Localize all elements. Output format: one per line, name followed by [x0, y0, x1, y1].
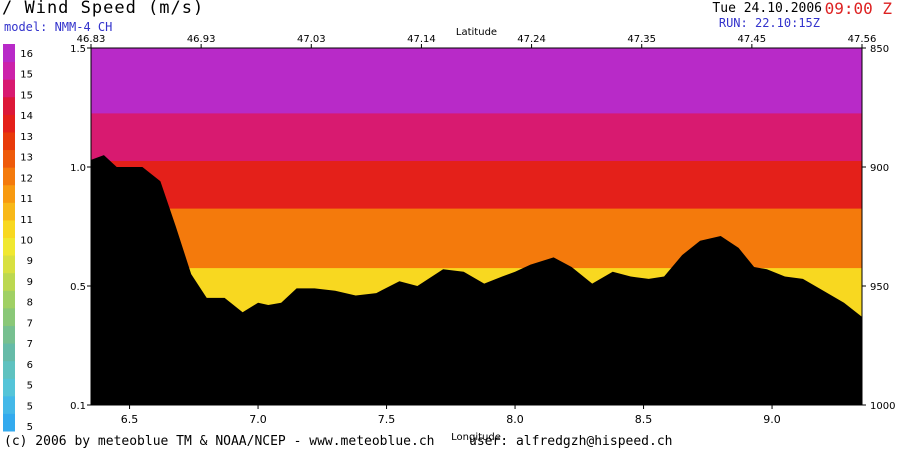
legend-label: 8	[27, 298, 33, 309]
run-label: RUN: 22.10:15Z	[718, 16, 820, 30]
legend-swatch	[3, 255, 15, 274]
copyright-text: (c) 2006 by meteoblue TM & NOAA/NCEP - w…	[4, 434, 435, 449]
lat-tick-label: 47.56	[848, 34, 877, 45]
legend-label: 5	[27, 401, 33, 412]
legend-swatch	[3, 202, 15, 221]
color-legend: 5 5 5 6 7 7 8 9 9 10 11 11 12 13 13 14 15 15 16	[3, 44, 33, 433]
lat-tick-label: 47.03	[297, 34, 326, 45]
lat-axis-label: Latitude	[456, 27, 497, 38]
height-tick-label: 1.5	[70, 44, 86, 55]
lon-tick-label: 8.0	[506, 413, 524, 426]
date-label: Tue 24.10.2006	[712, 1, 822, 16]
legend-label: 6	[27, 360, 33, 371]
legend-swatch	[3, 378, 15, 397]
legend-label: 15	[20, 90, 33, 101]
legend-label: 12	[20, 173, 33, 184]
legend-swatch	[3, 307, 15, 326]
lat-tick-label: 47.35	[627, 34, 656, 45]
wind-field	[91, 48, 862, 405]
legend-label: 9	[27, 277, 33, 288]
axes: 46.83 46.93 47.03 47.14 47.24 47.35 47.45 47.56…	[70, 27, 895, 443]
legend-swatch	[3, 290, 15, 309]
lat-tick-label: 47.14	[407, 34, 436, 45]
legend-label: 11	[20, 194, 33, 205]
user-text: user: alfredgzh@hispeed.ch	[469, 434, 673, 449]
legend-label: 7	[27, 318, 33, 329]
chart-title: / Wind Speed (m/s)	[2, 0, 205, 18]
lon-tick-label: 6.5	[121, 413, 139, 426]
legend-swatch	[3, 96, 15, 115]
legend-swatch	[3, 219, 15, 238]
pressure-tick-label: 900	[870, 163, 889, 174]
legend-swatch	[3, 343, 15, 362]
lat-tick-label: 47.24	[517, 34, 546, 45]
legend-label: 7	[27, 339, 33, 350]
legend-label: 15	[20, 70, 33, 81]
legend-swatch	[3, 149, 15, 168]
legend-swatch	[3, 395, 15, 414]
height-tick-label: 0.1	[70, 401, 86, 412]
legend-swatch	[3, 272, 15, 291]
legend-swatch	[3, 61, 15, 80]
pressure-tick-label: 850	[870, 44, 889, 55]
lon-axis-label: Longitude	[451, 432, 501, 443]
model-label: model: NMM-4 CH	[4, 20, 113, 34]
lat-tick-label: 46.83	[77, 34, 106, 45]
legend-label: 11	[20, 215, 33, 226]
legend-swatch	[3, 360, 15, 379]
height-tick-label: 0.5	[70, 282, 86, 293]
legend-swatch	[3, 167, 15, 186]
pressure-tick-label: 950	[870, 282, 889, 293]
legend-swatch	[3, 237, 15, 256]
legend-swatch	[3, 184, 15, 203]
wind-band	[91, 48, 862, 55]
lon-tick-label: 7.0	[249, 413, 267, 426]
legend-swatch	[3, 131, 15, 151]
legend-label: 14	[20, 111, 33, 122]
legend-label: 9	[27, 256, 33, 267]
lon-tick-label: 7.5	[378, 413, 396, 426]
legend-label: 5	[27, 381, 33, 392]
legend-swatch	[3, 44, 15, 63]
lon-tick-label: 9.0	[763, 413, 781, 426]
legend-label: 10	[20, 236, 33, 247]
lon-tick-label: 8.5	[635, 413, 653, 426]
pressure-tick-label: 1000	[870, 401, 895, 412]
lat-tick-label: 46.93	[187, 34, 216, 45]
time-label: 09:00 Z	[824, 0, 892, 18]
legend-label: 13	[20, 132, 33, 143]
legend-swatch	[3, 114, 15, 133]
plot-frame	[90, 47, 863, 406]
legend-swatch	[3, 325, 15, 344]
plot-area	[91, 48, 862, 405]
legend-label: 13	[20, 153, 33, 164]
height-tick-label: 1.0	[70, 163, 86, 174]
wind-band	[91, 48, 862, 126]
legend-swatch	[3, 79, 15, 98]
legend-label: 5	[27, 422, 33, 433]
terrain-profile	[91, 155, 862, 405]
lat-tick-label: 47.45	[738, 34, 767, 45]
legend-label: 16	[20, 49, 33, 60]
legend-swatch	[3, 413, 15, 432]
